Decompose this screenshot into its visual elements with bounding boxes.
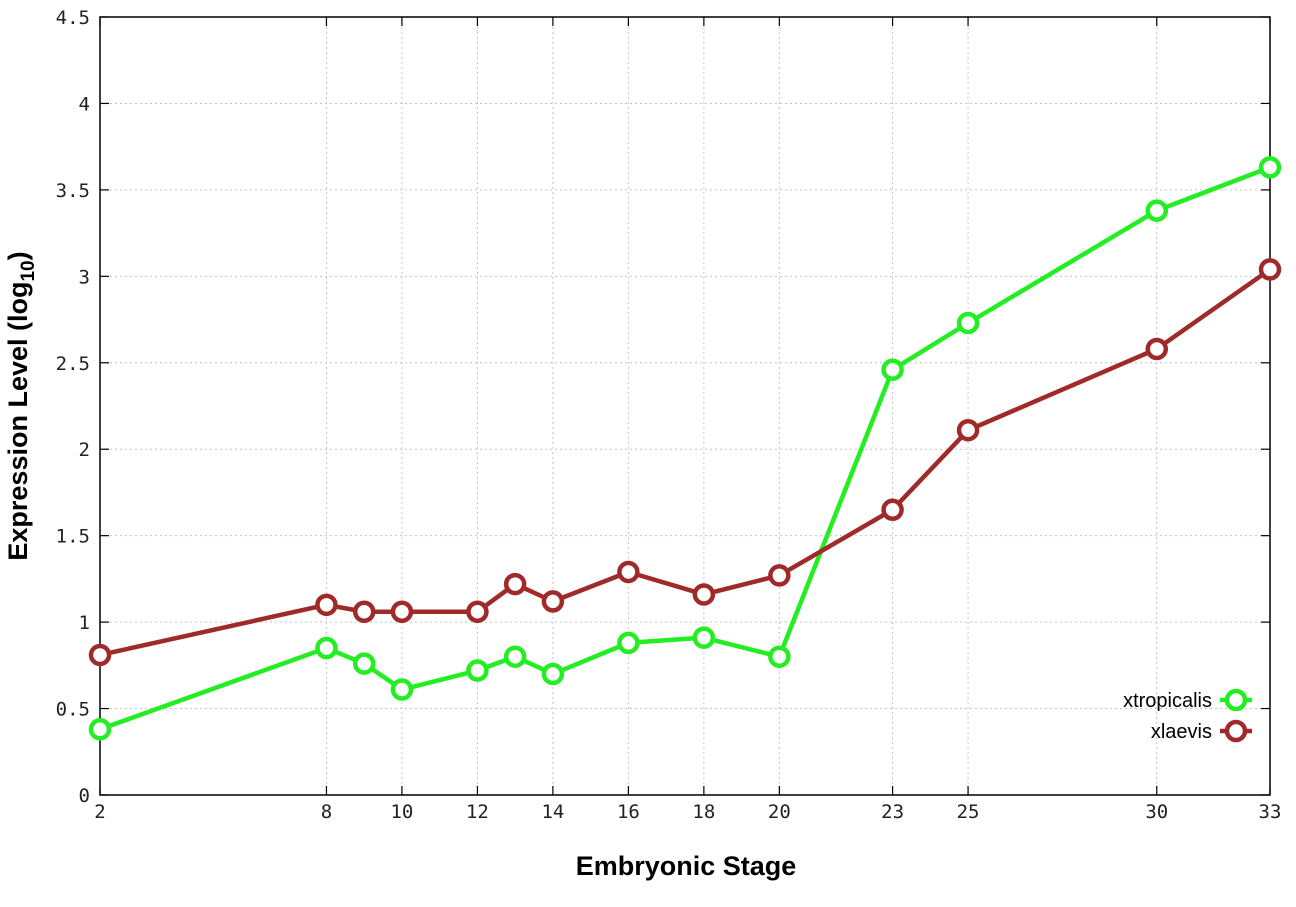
data-point-xtropicalis <box>1258 156 1282 179</box>
data-point-xlaevis <box>617 560 640 584</box>
data-point-xlaevis <box>956 418 980 442</box>
plot-frame <box>99 16 1271 796</box>
y-axis-title-subscript: 10 <box>18 260 39 281</box>
x-tick-label: 16 <box>617 801 640 823</box>
x-tick-label: 2 <box>94 801 105 823</box>
x-axis-title: Embryonic Stage <box>576 851 797 881</box>
x-tick-label: 23 <box>881 801 904 823</box>
x-tick-label: 30 <box>1145 801 1168 823</box>
x-tick-label: 8 <box>321 801 332 823</box>
data-point-xlaevis <box>466 600 489 623</box>
y-tick-label: 0.5 <box>56 699 90 721</box>
data-point-xtropicalis <box>390 678 414 701</box>
x-tick-label: 14 <box>541 801 564 823</box>
data-point-xtropicalis <box>768 645 791 668</box>
data-point-xlaevis <box>881 498 904 521</box>
data-point-xlaevis <box>315 593 338 617</box>
data-point-xtropicalis <box>541 662 565 686</box>
data-point-xtropicalis <box>315 636 338 660</box>
data-point-xtropicalis <box>352 652 376 675</box>
x-tick-label: 10 <box>390 801 413 823</box>
data-point-xlaevis <box>1258 258 1282 281</box>
data-point-xtropicalis <box>466 659 489 682</box>
y-axis-title-main: Expression Level (log <box>3 282 33 561</box>
legend-label: xlaevis <box>1151 721 1212 743</box>
y-tick-label: 1 <box>79 612 90 634</box>
data-point-xlaevis <box>390 600 414 623</box>
data-point-xlaevis <box>768 564 791 587</box>
legend-entry-xtropicalis: xtropicalis <box>1123 688 1252 712</box>
legend-entry-xlaevis: xlaevis <box>1151 719 1252 743</box>
x-tick-label: 25 <box>957 801 980 823</box>
data-point-xtropicalis <box>88 718 112 741</box>
y-tick-label: 2.5 <box>56 353 90 375</box>
data-point-xlaevis <box>692 583 716 606</box>
series-xlaevis <box>88 258 1282 667</box>
x-tick-label: 18 <box>692 801 715 823</box>
data-point-xlaevis <box>503 572 527 596</box>
y-tick-label: 3.5 <box>56 180 90 202</box>
data-point-xtropicalis <box>692 626 716 649</box>
y-axis-title: Expression Level (log10) <box>3 251 39 560</box>
data-point-xlaevis <box>352 600 376 623</box>
y-tick-label: 1.5 <box>56 526 90 548</box>
x-tick-label: 33 <box>1259 801 1282 823</box>
data-point-xlaevis <box>88 643 112 667</box>
legend-marker-swatch <box>1224 719 1248 743</box>
grid-lines <box>100 17 1270 795</box>
data-point-xtropicalis <box>503 645 527 668</box>
series-xtropicalis <box>88 156 1282 741</box>
series-layer <box>88 156 1282 741</box>
data-point-xlaevis <box>1145 337 1169 361</box>
y-tick-label: 0 <box>79 785 90 807</box>
axis-ticks: 0 0.5 1 1.5 2 2.5 3 3.5 4 4.5 2 8 10 12 14 16 18 20 23 25 30… <box>56 7 1282 823</box>
y-axis-title-close: ) <box>3 251 33 260</box>
data-point-xtropicalis <box>1145 199 1169 222</box>
data-point-xtropicalis <box>956 311 980 335</box>
data-point-xtropicalis <box>617 631 640 655</box>
series-line-xlaevis <box>99 267 1272 658</box>
y-tick-label: 4.5 <box>56 7 90 29</box>
data-point-xlaevis <box>541 590 565 613</box>
series-line-xtropicalis <box>99 165 1271 732</box>
legend-marker-swatch <box>1224 688 1248 712</box>
legend-label: xtropicalis <box>1123 690 1212 712</box>
y-tick-label: 4 <box>79 93 90 115</box>
legend: xtropicalis xlaevis <box>1123 688 1252 743</box>
x-tick-label: 20 <box>768 801 791 823</box>
y-tick-label: 2 <box>79 439 90 461</box>
data-point-xtropicalis <box>881 358 904 381</box>
y-tick-label: 3 <box>79 266 90 288</box>
x-tick-label: 12 <box>466 801 489 823</box>
